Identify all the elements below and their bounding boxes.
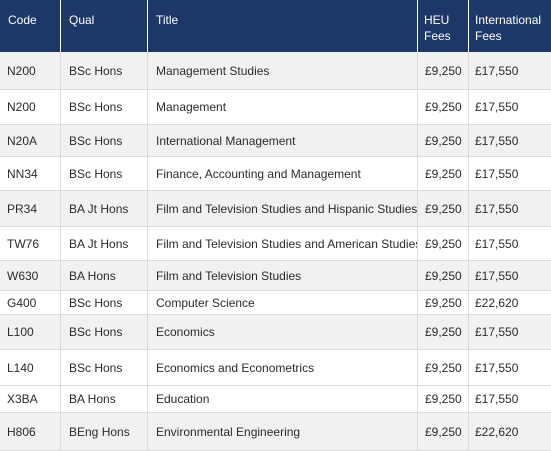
cell-heu-fees: £9,250 bbox=[418, 413, 469, 451]
cell-qual: BSc Hons bbox=[61, 157, 148, 191]
cell-heu-fees: £9,250 bbox=[418, 315, 469, 350]
cell-international-fees: £17,550 bbox=[469, 261, 551, 291]
cell-code: N200 bbox=[0, 90, 61, 125]
cell-title: Finance, Accounting and Management bbox=[148, 157, 418, 191]
cell-code: L140 bbox=[0, 350, 61, 386]
cell-title: Economics and Econometrics bbox=[148, 350, 418, 386]
cell-heu-fees: £9,250 bbox=[418, 350, 469, 386]
cell-qual: BEng Hons bbox=[61, 413, 148, 451]
cell-qual: BSc Hons bbox=[61, 125, 148, 157]
cell-international-fees: £17,550 bbox=[469, 227, 551, 261]
cell-international-fees: £17,550 bbox=[469, 386, 551, 413]
cell-international-fees: £17,550 bbox=[469, 52, 551, 90]
cell-qual: BSc Hons bbox=[61, 90, 148, 125]
cell-code: G400 bbox=[0, 291, 61, 315]
cell-code: N200 bbox=[0, 52, 61, 90]
cell-title: International Management bbox=[148, 125, 418, 157]
cell-heu-fees: £9,250 bbox=[418, 386, 469, 413]
cell-title: Computer Science bbox=[148, 291, 418, 315]
cell-international-fees: £17,550 bbox=[469, 157, 551, 191]
cell-qual: BA Jt Hons bbox=[61, 227, 148, 261]
cell-title: Management Studies bbox=[148, 52, 418, 90]
cell-heu-fees: £9,250 bbox=[418, 261, 469, 291]
column-header-heu-fees: HEU Fees bbox=[418, 0, 469, 52]
column-header-qual: Qual bbox=[61, 0, 148, 52]
cell-code: PR34 bbox=[0, 191, 61, 227]
cell-heu-fees: £9,250 bbox=[418, 191, 469, 227]
cell-code: TW76 bbox=[0, 227, 61, 261]
cell-heu-fees: £9,250 bbox=[418, 227, 469, 261]
cell-international-fees: £22,620 bbox=[469, 291, 551, 315]
cell-qual: BSc Hons bbox=[61, 315, 148, 350]
cell-title: Economics bbox=[148, 315, 418, 350]
cell-title: Environmental Engineering bbox=[148, 413, 418, 451]
cell-code: X3BA bbox=[0, 386, 61, 413]
cell-heu-fees: £9,250 bbox=[418, 52, 469, 90]
cell-code: W630 bbox=[0, 261, 61, 291]
cell-international-fees: £17,550 bbox=[469, 125, 551, 157]
cell-international-fees: £17,550 bbox=[469, 90, 551, 125]
cell-code: N20A bbox=[0, 125, 61, 157]
cell-qual: BA Hons bbox=[61, 386, 148, 413]
cell-international-fees: £17,550 bbox=[469, 350, 551, 386]
cell-heu-fees: £9,250 bbox=[418, 157, 469, 191]
cell-international-fees: £17,550 bbox=[469, 315, 551, 350]
cell-title: Film and Television Studies and Hispanic… bbox=[148, 191, 418, 227]
cell-title: Education bbox=[148, 386, 418, 413]
column-header-title: Title bbox=[148, 0, 418, 52]
column-header-international-fees: International Fees bbox=[469, 0, 551, 52]
cell-heu-fees: £9,250 bbox=[418, 125, 469, 157]
cell-heu-fees: £9,250 bbox=[418, 291, 469, 315]
cell-qual: BA Jt Hons bbox=[61, 191, 148, 227]
cell-international-fees: £17,550 bbox=[469, 191, 551, 227]
cell-qual: BSc Hons bbox=[61, 350, 148, 386]
cell-code: L100 bbox=[0, 315, 61, 350]
cell-code: NN34 bbox=[0, 157, 61, 191]
cell-heu-fees: £9,250 bbox=[418, 90, 469, 125]
cell-title: Film and Television Studies and American… bbox=[148, 227, 418, 261]
cell-qual: BSc Hons bbox=[61, 52, 148, 90]
column-header-code: Code bbox=[0, 0, 61, 52]
cell-international-fees: £22,620 bbox=[469, 413, 551, 451]
cell-title: Management bbox=[148, 90, 418, 125]
cell-qual: BSc Hons bbox=[61, 291, 148, 315]
cell-title: Film and Television Studies bbox=[148, 261, 418, 291]
cell-qual: BA Hons bbox=[61, 261, 148, 291]
cell-code: H806 bbox=[0, 413, 61, 451]
